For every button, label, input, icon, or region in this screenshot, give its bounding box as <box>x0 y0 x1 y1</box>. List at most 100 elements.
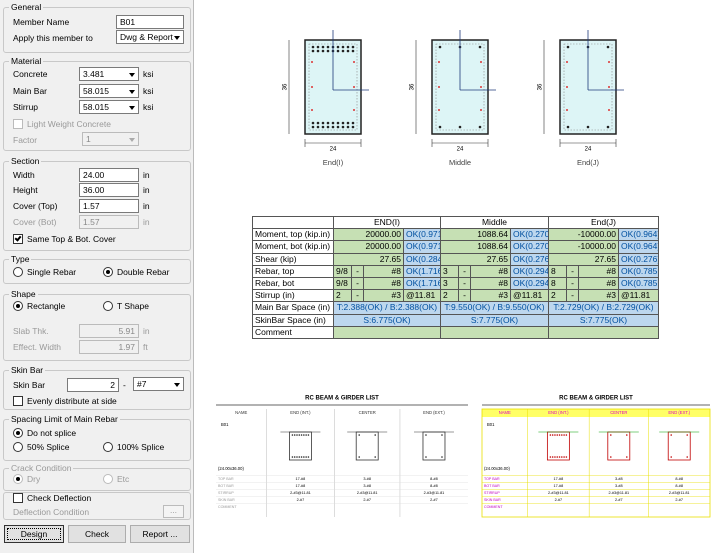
radio-button[interactable] <box>13 428 23 438</box>
mini-rebar <box>563 456 565 458</box>
mini-rebar <box>298 434 301 436</box>
rebar <box>566 45 570 49</box>
row-value: 17-#8 <box>296 477 306 481</box>
table-cell: OK(0.294 <box>510 264 549 278</box>
list-title: RC BEAM & GIRDER LIST <box>559 396 633 402</box>
label: Effect. Width <box>13 342 62 352</box>
button[interactable]: Report ... <box>130 525 190 543</box>
radio-button[interactable] <box>103 301 113 311</box>
row-value: 2-#3@11.81 <box>608 491 629 495</box>
skin-bar <box>608 86 610 88</box>
row-value: 8-#8 <box>430 484 438 488</box>
table-cell: S:7.775(OK) <box>548 313 659 327</box>
row-value: 2-#3@11.81 <box>669 491 690 495</box>
mini-rebar <box>291 434 294 436</box>
rebar <box>316 125 320 129</box>
mini-rebar <box>551 456 554 458</box>
label: Do not splice <box>27 428 77 438</box>
text-input[interactable]: 24.00 <box>79 168 139 182</box>
dropdown-arrow <box>129 106 135 110</box>
mini-rebar <box>563 434 565 436</box>
row-value: 2-#7 <box>555 498 563 502</box>
rebar <box>326 49 330 53</box>
checkbox[interactable] <box>13 396 23 406</box>
section-caption: Middle <box>449 158 471 167</box>
dimension-label: 36 <box>538 83 544 90</box>
text-input[interactable]: 3.481 <box>79 67 139 81</box>
table-cell: 2 <box>333 289 352 303</box>
checkbox[interactable] <box>13 493 23 503</box>
table-cell: 1088.64 <box>440 228 511 242</box>
rebar <box>316 49 320 53</box>
table-cell: S:6.775(OK) <box>333 313 441 327</box>
mini-rebar <box>305 434 307 436</box>
label: Cover (Bot) <box>13 217 57 227</box>
rebar <box>311 49 315 53</box>
table-cell: OK(1.716 <box>403 264 441 278</box>
table-cell: 8 <box>548 264 567 278</box>
text-input[interactable]: B01 <box>116 15 184 29</box>
mini-rebar <box>565 434 568 436</box>
group-box <box>3 161 191 251</box>
mini-rebar <box>610 456 612 458</box>
dimension-label: 24 <box>457 147 464 153</box>
table-cell: T:2.388(OK) / B:2.388(OK) <box>333 301 441 315</box>
radio-button[interactable] <box>103 267 113 277</box>
section-caption: End(J) <box>577 158 600 167</box>
radio-button[interactable] <box>13 442 23 452</box>
text-input[interactable]: Dwg & Report <box>116 30 184 44</box>
radio-button[interactable] <box>13 301 23 311</box>
text-input[interactable]: 36.00 <box>79 183 139 197</box>
label: ksi <box>143 102 154 112</box>
list-header: END (EXT.) <box>668 410 690 415</box>
button[interactable]: Check <box>68 525 126 543</box>
table-cell: 20000.00 <box>333 228 404 242</box>
mini-section <box>667 431 691 461</box>
list-header: END (INT.) <box>290 410 311 415</box>
text-input[interactable]: 2 <box>67 378 119 392</box>
rebar <box>311 125 315 129</box>
rebar <box>321 125 325 129</box>
rebar <box>326 45 330 49</box>
text-input[interactable]: 58.015 <box>79 100 139 114</box>
checkbox[interactable] <box>13 234 23 244</box>
mini-section <box>607 431 631 461</box>
radio-button[interactable] <box>13 267 23 277</box>
button[interactable]: Design <box>4 525 64 543</box>
rebar <box>336 121 340 125</box>
row-label: Moment, bot (kip.in) <box>252 240 334 254</box>
text-input[interactable]: 1.57 <box>79 199 139 213</box>
row-value: 3-#8 <box>363 477 371 481</box>
radio-button <box>13 474 23 484</box>
dimension-label: 36 <box>283 83 289 90</box>
mini-rebar <box>626 434 628 436</box>
label: 100% Splice <box>117 442 165 452</box>
skin-bar <box>438 61 440 63</box>
text-input[interactable]: #7 <box>133 377 184 391</box>
rebar <box>311 45 315 49</box>
row-value: 8-#8 <box>675 484 683 488</box>
table-cell: #3 <box>470 289 511 303</box>
label: Factor <box>13 135 38 145</box>
table-cell: 27.65 <box>548 252 619 266</box>
mini-rebar <box>291 456 294 458</box>
label: Same Top & Bot. Cover <box>27 234 116 244</box>
row-value: 17-#8 <box>296 484 306 488</box>
label: Slab Thk. <box>13 326 49 336</box>
table-cell: 2 <box>440 289 459 303</box>
radio-button[interactable] <box>103 442 113 452</box>
text-input[interactable]: 58.015 <box>79 84 139 98</box>
table-cell: -10000.00 <box>548 240 619 254</box>
rebar <box>321 45 325 49</box>
text-input: 1.97 <box>79 340 139 354</box>
label: 50% Splice <box>27 442 70 452</box>
label: in <box>143 170 150 180</box>
row-label: Comment <box>252 325 334 339</box>
rebar <box>346 121 350 125</box>
label: Evenly distribute at side <box>27 396 117 406</box>
section-caption: End(I) <box>323 158 344 167</box>
mini-rebar <box>561 456 563 458</box>
table-cell: @11.81 <box>618 289 659 303</box>
